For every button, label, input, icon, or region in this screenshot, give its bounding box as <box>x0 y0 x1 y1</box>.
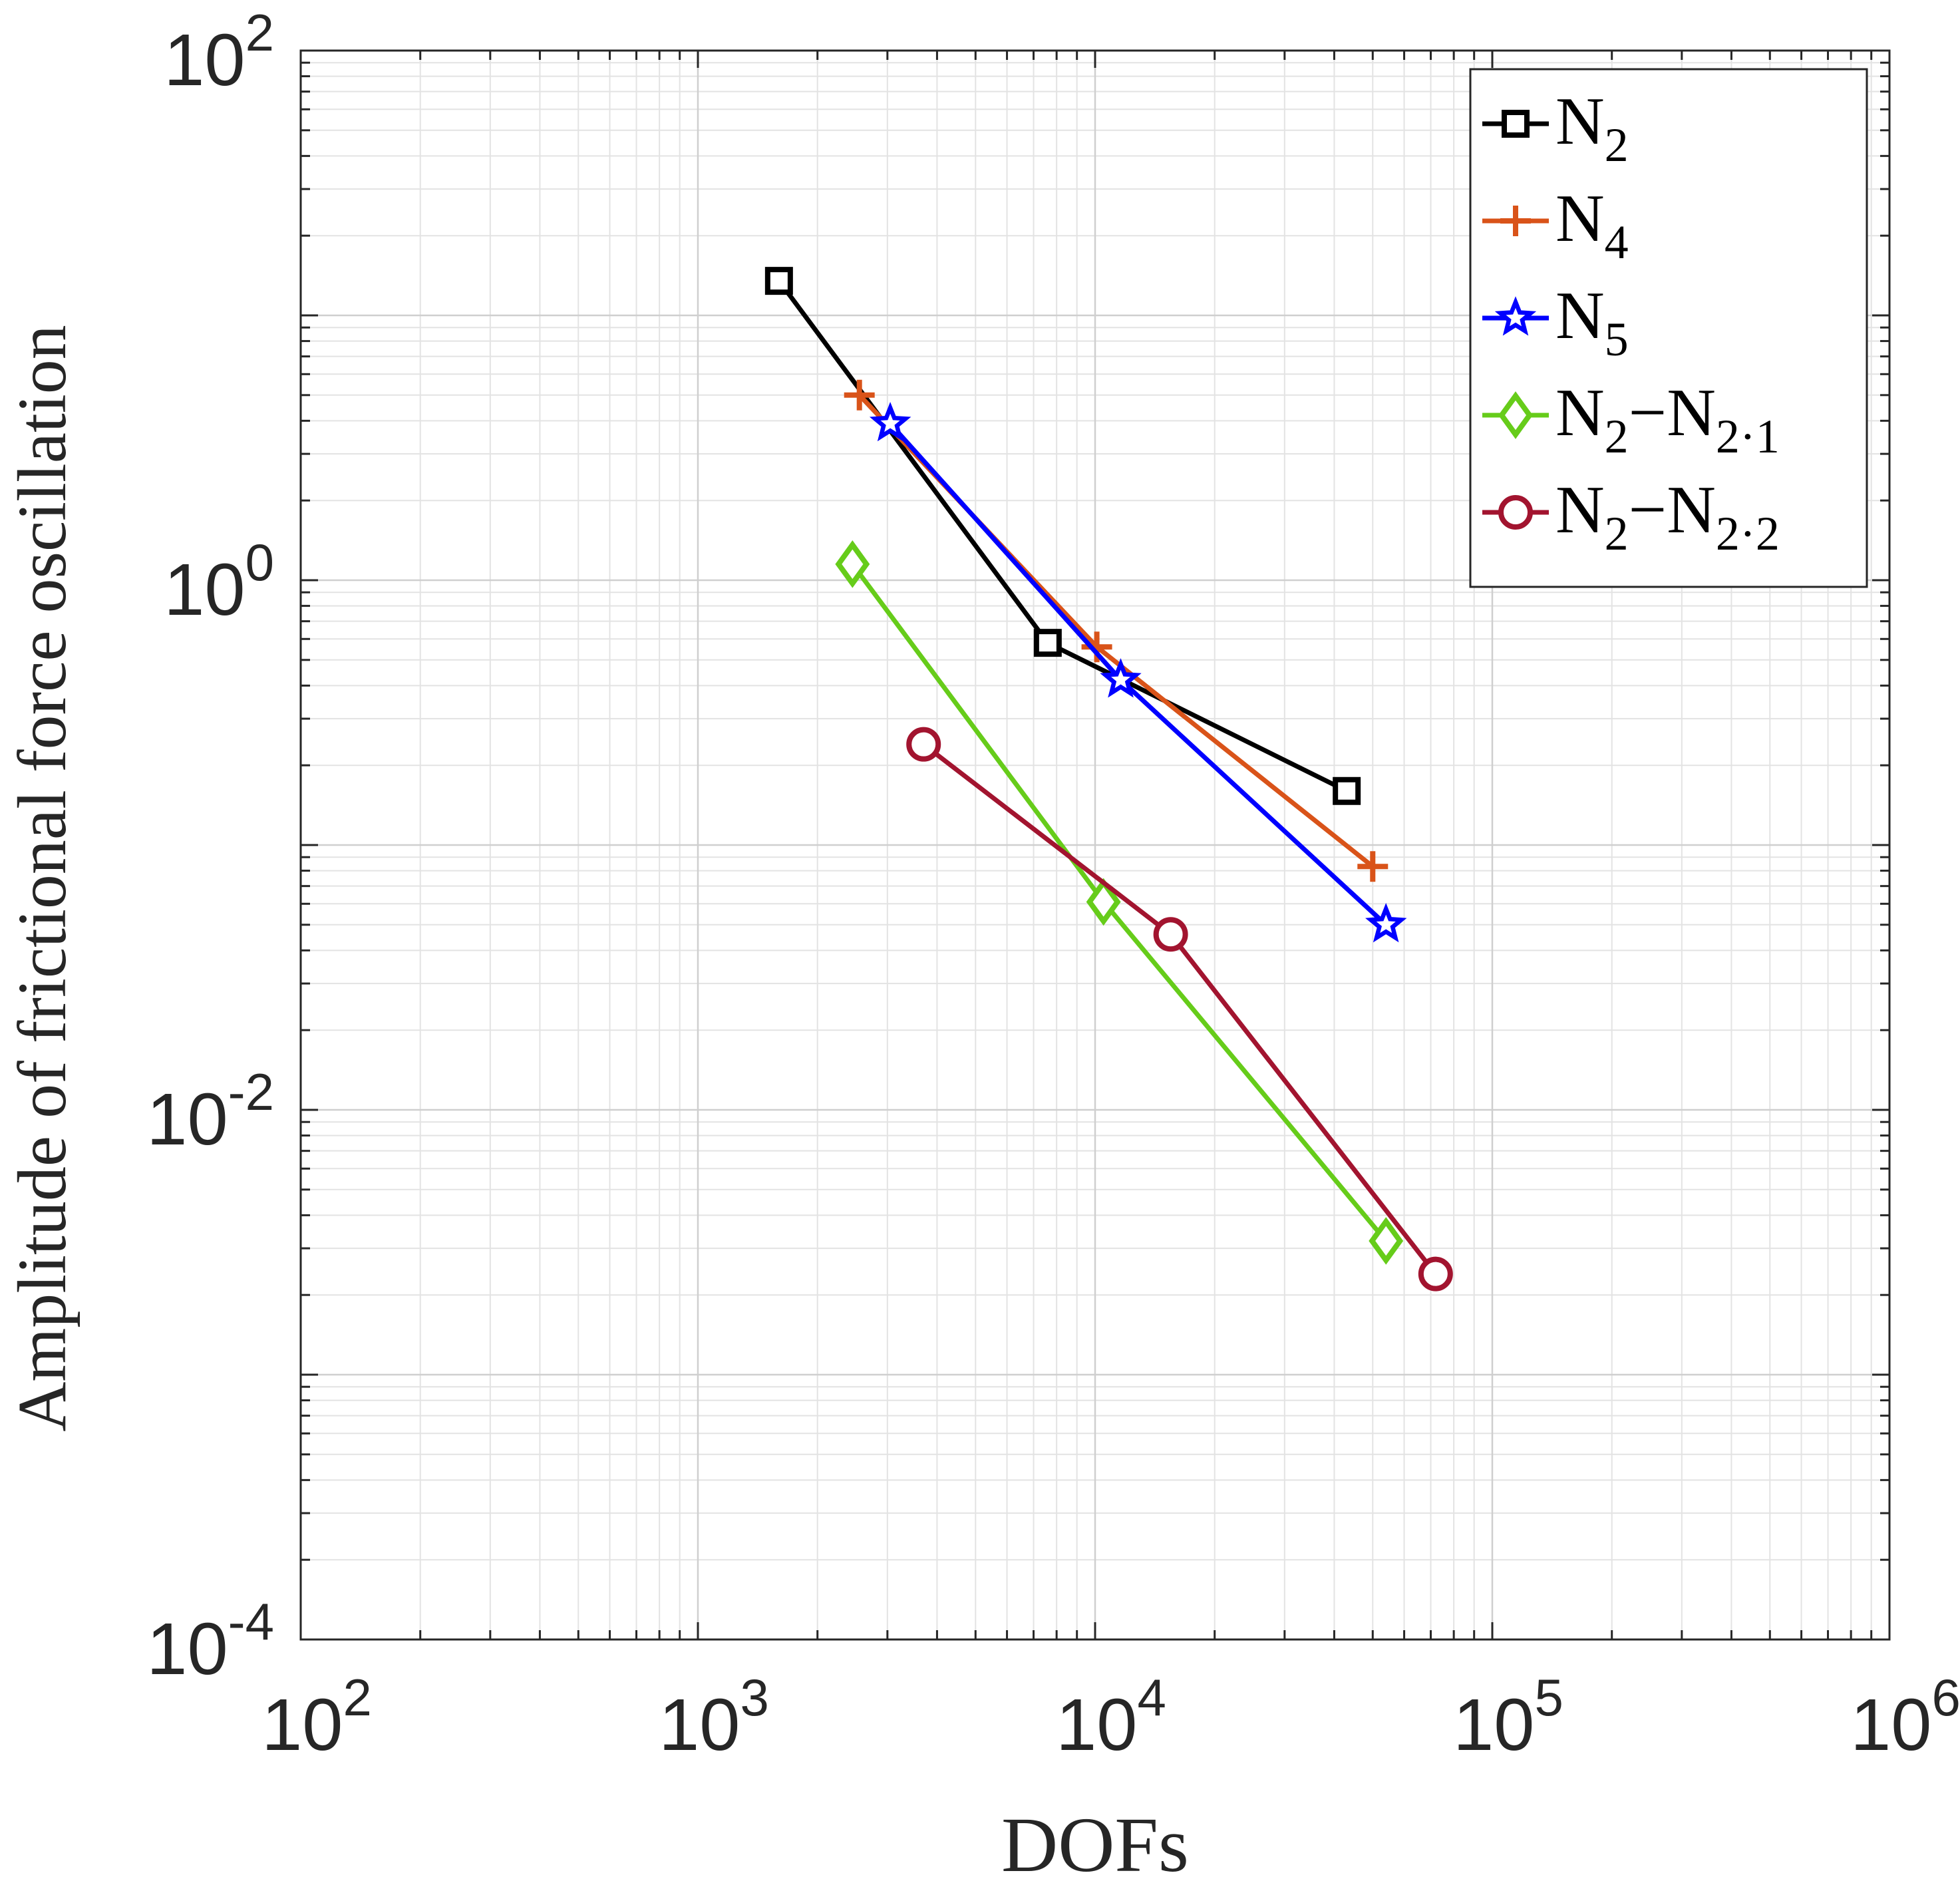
legend: N2 N4 N5 N2−N2·1 N2−N2·2 <box>1469 68 1868 588</box>
x-tick-labels: 102 103 104 105 106 <box>261 1668 1960 1766</box>
legend-entry-1: N2 <box>1482 84 1629 172</box>
x-tick-label: 103 <box>659 1668 769 1766</box>
data-point-square <box>764 267 793 295</box>
legend-box <box>1469 68 1868 588</box>
data-point-circle <box>906 727 941 762</box>
legend-entry-4: N2−N2·1 <box>1482 375 1780 463</box>
y-tick-label: 102 <box>164 3 274 101</box>
legend-label: N2 <box>1555 84 1629 172</box>
data-point-plus <box>1081 631 1112 663</box>
legend-marker-circle <box>1498 495 1533 530</box>
y-tick-label: 100 <box>164 533 274 631</box>
x-tick-label: 105 <box>1453 1668 1563 1766</box>
x-tick-label: 106 <box>1850 1668 1960 1766</box>
series-layer <box>764 267 1453 1291</box>
data-point-star <box>1365 902 1407 943</box>
x-axis-title: DOFs <box>1001 1801 1189 1888</box>
x-tick-label: 104 <box>1056 1668 1166 1766</box>
legend-marker-square <box>1502 110 1530 138</box>
y-tick-labels: 102 100 10-2 10-4 <box>146 3 274 1690</box>
data-point-star <box>1100 658 1142 698</box>
data-point-diamond <box>1369 1217 1404 1265</box>
series-4 <box>835 540 1404 1265</box>
data-point-circle <box>1153 917 1188 952</box>
legend-marker-plus <box>1500 206 1531 236</box>
x-tick-label: 102 <box>261 1668 372 1766</box>
data-point-diamond <box>835 540 870 588</box>
data-point-circle <box>1418 1256 1453 1291</box>
data-point-diamond <box>1086 878 1121 926</box>
data-point-plus <box>1357 851 1388 882</box>
legend-marker-diamond <box>1498 391 1533 439</box>
legend-entry-5: N2−N2·2 <box>1482 472 1780 560</box>
legend-marker-star <box>1494 296 1537 336</box>
legend-label: N2−N2·2 <box>1555 472 1780 560</box>
data-point-plus <box>844 379 875 411</box>
legend-label: N5 <box>1555 278 1629 366</box>
series-3 <box>869 401 1407 943</box>
y-axis-title: Amplitude of frictional force oscillatio… <box>4 325 81 1432</box>
series-5 <box>906 727 1453 1291</box>
legend-label: N2−N2·1 <box>1555 375 1780 463</box>
y-tick-label: 10-2 <box>146 1063 274 1160</box>
legend-label: N4 <box>1555 181 1629 269</box>
data-point-square <box>1033 629 1062 657</box>
tick-marks <box>299 49 1891 1641</box>
legend-entry-2: N4 <box>1482 181 1629 269</box>
data-point-square <box>1333 776 1361 805</box>
legend-entry-3: N5 <box>1482 278 1629 366</box>
data-point-star <box>869 401 911 442</box>
y-tick-label: 10-4 <box>146 1592 274 1690</box>
